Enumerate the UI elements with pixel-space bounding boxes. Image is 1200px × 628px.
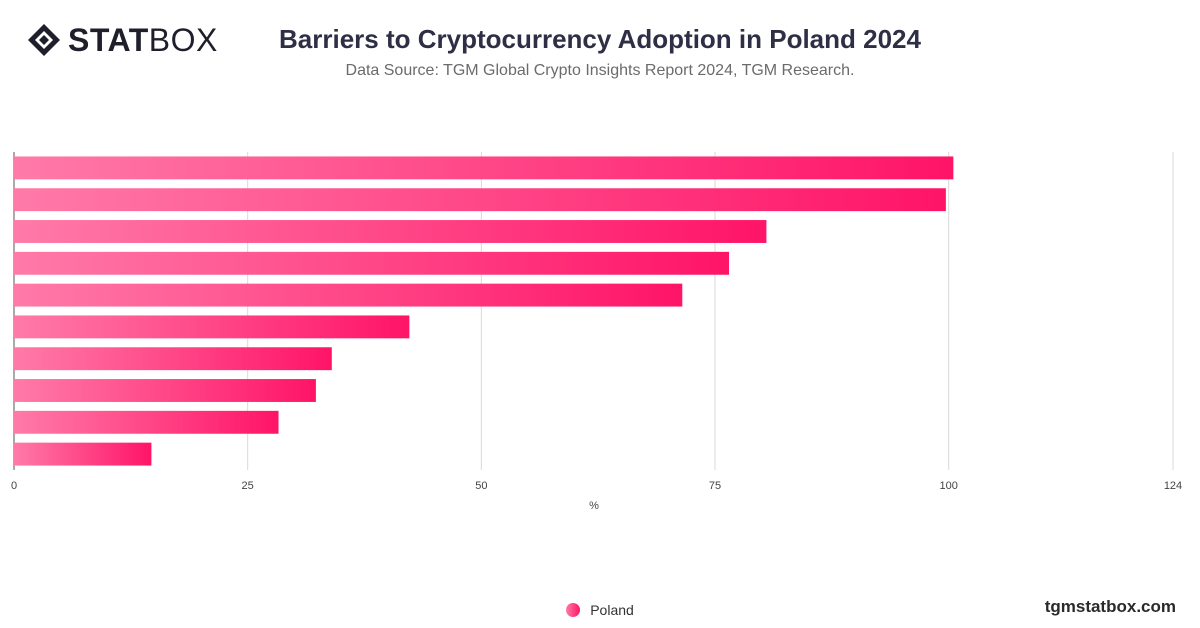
x-tick-label: 50 [475,480,487,492]
x-tick-label: 75 [709,480,721,492]
x-axis-ticks: 0 25 50 75 100 124 [11,480,1182,492]
x-tick-label: 100 [939,480,957,492]
bar[interactable] [14,251,730,275]
bar[interactable] [14,379,316,402]
x-tick-label: 124 [1164,480,1182,492]
logo-text-light: BOX [148,22,218,58]
bar[interactable] [14,315,410,339]
x-tick-label: 25 [242,480,254,492]
chart-title: Barriers to Cryptocurrency Adoption in P… [279,24,921,54]
diamond-logo-icon [28,24,60,56]
bar[interactable] [14,188,946,212]
site-url: tgmstatbox.com [1044,597,1176,616]
bar[interactable] [14,156,954,180]
bar[interactable] [14,220,767,243]
bar[interactable] [14,410,279,434]
x-axis-title: % [589,500,599,512]
x-tick-label: 0 [11,480,17,492]
legend-label-poland: Poland [590,602,634,618]
legend[interactable]: Poland [0,602,1200,618]
bar[interactable] [14,347,332,371]
bars [14,156,954,466]
bar[interactable] [14,283,683,307]
bar[interactable] [14,442,152,466]
chart-subtitle: Data Source: TGM Global Crypto Insights … [345,62,855,79]
logo-text-bold: STAT [68,22,149,58]
logo-text: STATBOX [68,22,218,58]
legend-marker [566,603,581,617]
logo: STATBOX [26,22,218,58]
